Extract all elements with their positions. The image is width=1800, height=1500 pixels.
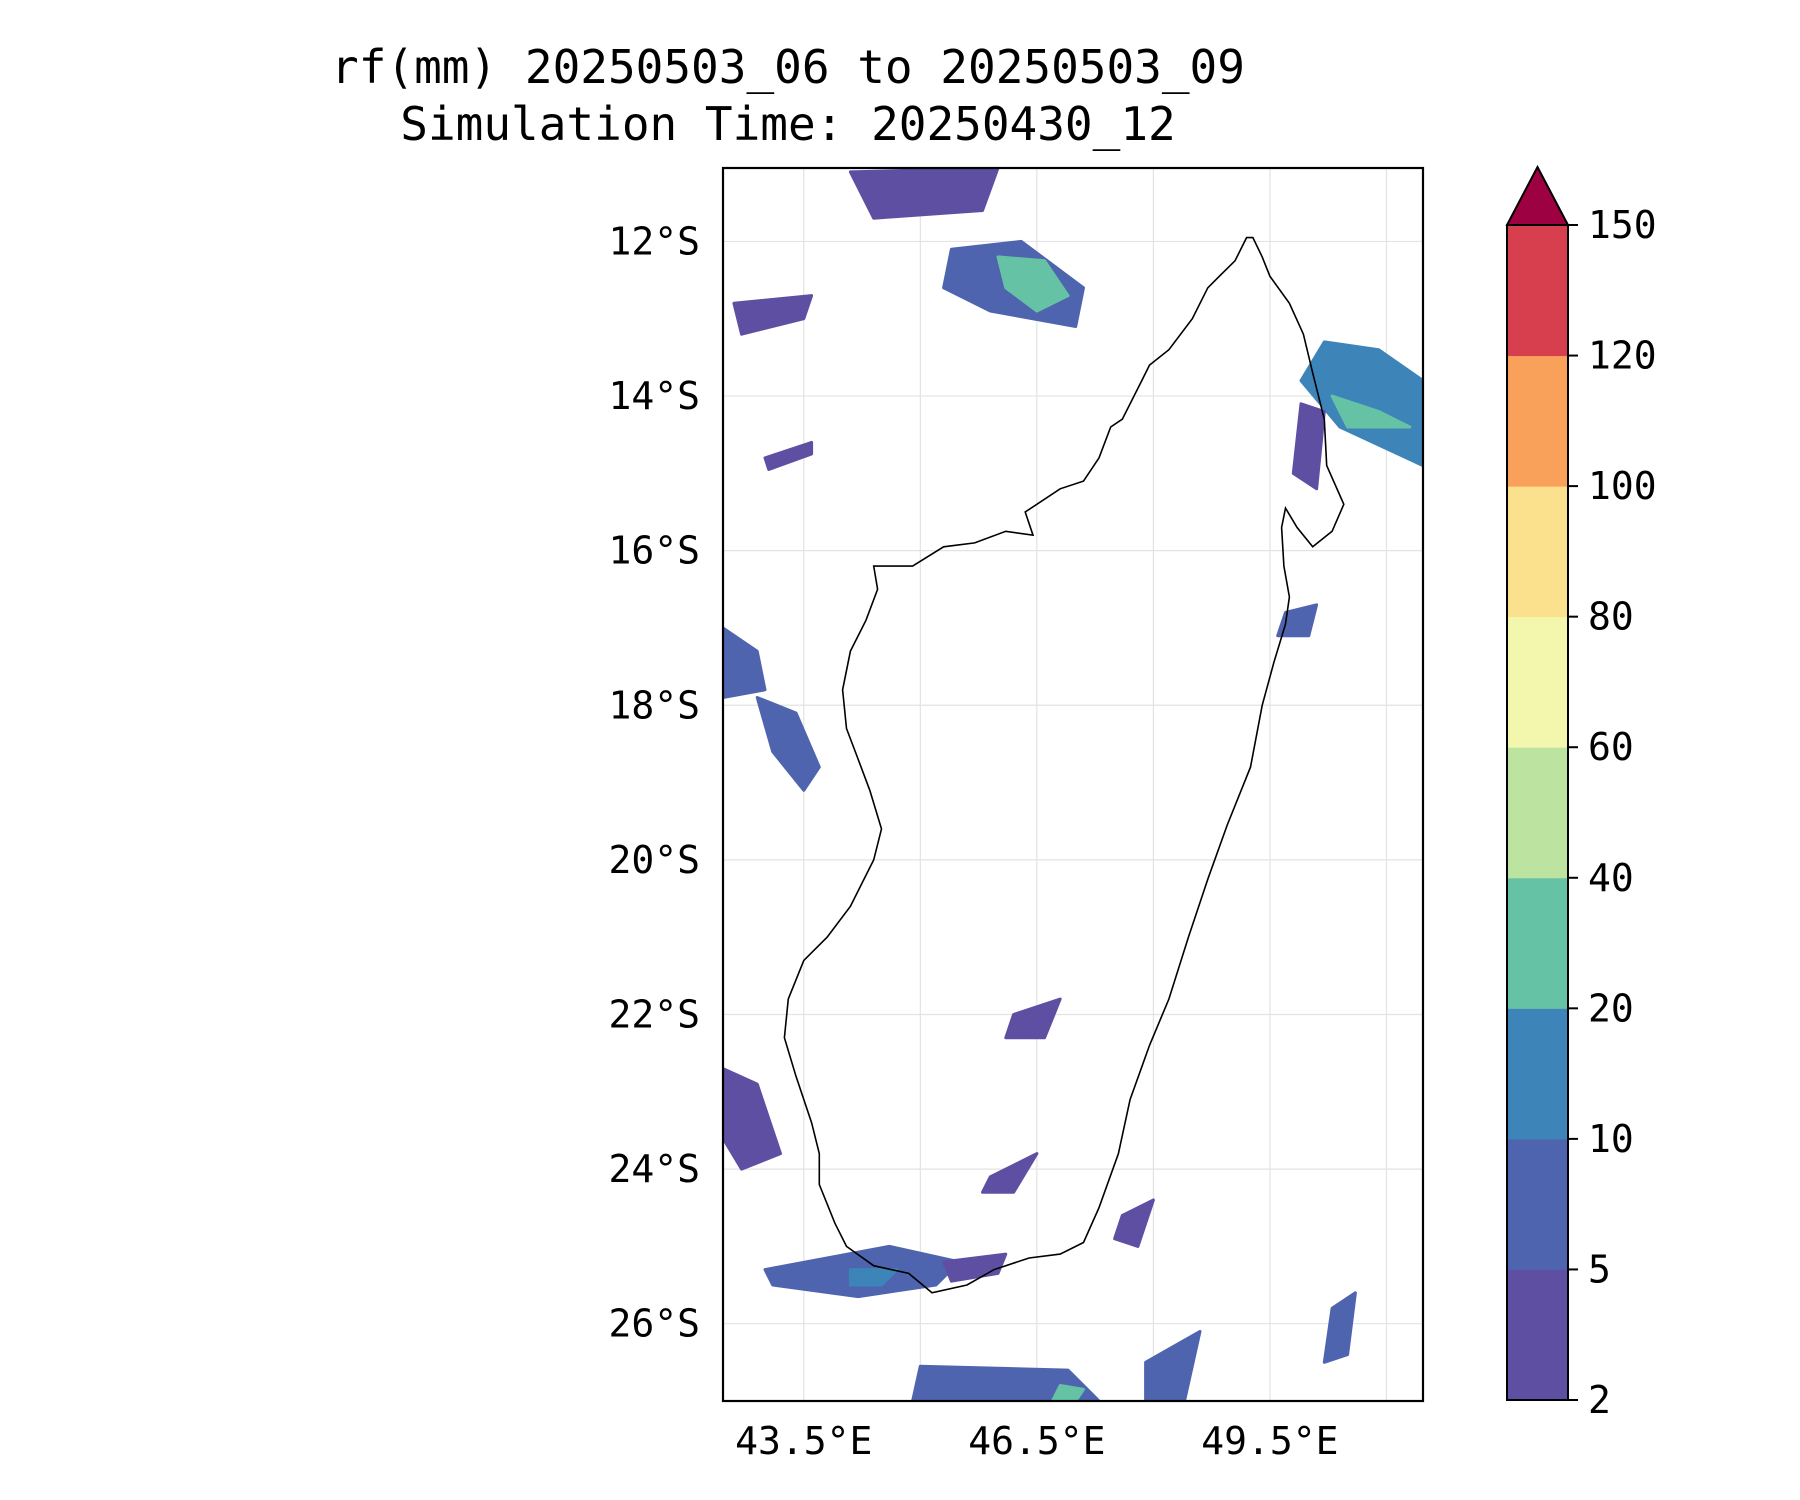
rain-area-northwest-core (996, 255, 1070, 313)
lat-tick-label: 18°S (608, 683, 700, 727)
lat-tick-label: 12°S (608, 219, 700, 263)
rain-area-central-south (1004, 997, 1062, 1040)
lat-tick-label: 22°S (608, 992, 700, 1036)
colorbar-segment (1507, 355, 1568, 487)
gridlines (723, 168, 1423, 1401)
lat-tick-label: 14°S (608, 374, 700, 418)
lon-tick-label: 43.5°E (735, 1419, 872, 1463)
rain-area-far-southeast (1322, 1291, 1357, 1364)
rain-area-west-strip (755, 696, 821, 792)
colorbar-tick-label: 60 (1588, 725, 1634, 769)
colorbar-segment (1507, 747, 1568, 879)
rain-area-south-inland (942, 1252, 1008, 1283)
colorbar-segment (1507, 225, 1568, 357)
latitude-tick-labels: 12°S 14°S 16°S 18°S 20°S 22°S 24°S 26°S (608, 219, 700, 1345)
rain-area-southeast-inland (981, 1152, 1039, 1194)
madagascar-coastline (783, 236, 1345, 1294)
rain-area-west-mozambique (723, 626, 767, 699)
colorbar-tick-label: 120 (1588, 334, 1657, 378)
colorbar-tick-label: 20 (1588, 986, 1634, 1030)
lat-tick-label: 24°S (608, 1147, 700, 1191)
lon-tick-label: 46.5°E (968, 1419, 1105, 1463)
colorbar-tick-label: 5 (1588, 1247, 1611, 1291)
rain-area-far-south-east (1144, 1329, 1202, 1401)
map-panel: 12°S14°S16°S18°S20°S22°S24°S26°S 43.5°E 4… (608, 166, 1425, 1463)
colorbar-tick-label: 100 (1588, 464, 1657, 508)
rain-area-east-coast-patch (1291, 402, 1326, 491)
rain-area-far-south-core (1050, 1384, 1085, 1401)
lat-tick-label: 16°S (608, 529, 700, 573)
rainfall-contours (723, 168, 1423, 1401)
colorbar-segment (1507, 1269, 1568, 1401)
title-line-2: Simulation Time: 20250430_12 (400, 97, 1175, 151)
rain-area-comoros-band (732, 294, 814, 336)
colorbar: 2 5 10 20 40 60 80 100 120 150 (1505, 164, 1657, 1422)
colorbar-segment (1507, 1008, 1568, 1140)
colorbar-segment (1507, 616, 1568, 748)
colorbar-segment (1507, 877, 1568, 1009)
colorbar-segment (1507, 1138, 1568, 1270)
rain-area-southeast-patch (1113, 1198, 1155, 1248)
rain-area-north-scatter (848, 168, 1000, 220)
colorbar-frame (1506, 224, 1569, 1401)
colorbar-tick-label: 40 (1588, 856, 1634, 900)
lat-tick-label: 20°S (608, 838, 700, 882)
rain-area-south-core (848, 1268, 899, 1287)
colorbar-tick-label: 2 (1588, 1378, 1611, 1422)
colorbar-tick-label: 10 (1588, 1117, 1634, 1161)
map-frame (721, 166, 1425, 1403)
longitude-tick-labels: 43.5°E 46.5°E 49.5°E (735, 1419, 1338, 1463)
colorbar-tick-label: 80 (1588, 595, 1634, 639)
title-line-1: rf(mm) 20250503_06 to 20250503_09 (331, 40, 1245, 94)
rain-area-southwest-coast (723, 1067, 782, 1171)
rain-area-northeast-belt (1299, 340, 1423, 468)
colorbar-extend-arrow (1505, 164, 1570, 226)
lon-tick-label: 49.5°E (1201, 1419, 1338, 1463)
rain-area-mayotte-strip (763, 440, 814, 471)
colorbar-tick-label: 150 (1588, 203, 1657, 247)
rain-area-far-south (911, 1364, 1101, 1401)
lat-tick-label: 26°S (608, 1302, 700, 1346)
colorbar-segment (1507, 486, 1568, 618)
rain-area-northeast-core (1330, 394, 1412, 429)
